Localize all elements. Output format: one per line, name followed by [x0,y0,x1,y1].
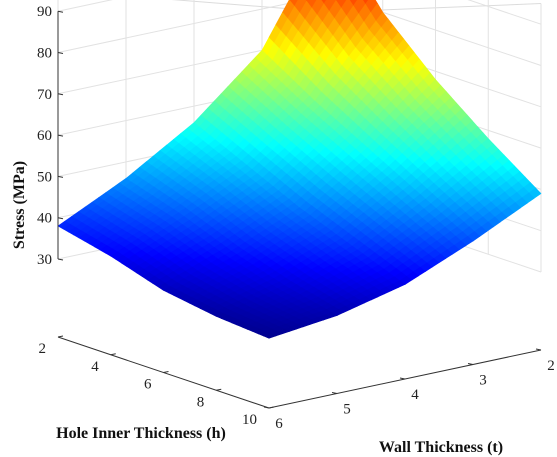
t-tick-mark [263,406,270,409]
z-tick-mark [57,175,64,178]
z-tick-label: 60 [37,128,52,144]
z-tick-mark [57,52,64,54]
z-tick-mark [57,93,64,96]
z-tick-mark [57,10,64,13]
t-tick-mark [467,363,474,365]
z-tick-mark [57,217,64,220]
h-tick-label: 4 [91,359,99,375]
h-tick-label: 6 [144,377,152,393]
x-axis-label: Hole Inner Thickness (h) [56,425,226,442]
z-tick-label: 40 [37,211,52,227]
t-tick-label: 2 [547,358,555,374]
t-tick-mark [331,392,338,394]
h-tick-label: 10 [242,412,257,428]
z-tick-label: 90 [37,4,52,20]
t-tick-label: 3 [479,373,487,389]
z-axis-label: Stress (MPa) [11,161,28,249]
z-gridline [57,0,542,25]
h-tick-label: 8 [197,394,205,410]
axis-layer: 30 40 50 60 70 80 90 2 4 6 8 10 2 3 4 5 6 [37,4,555,432]
h-tick-mark [163,371,169,373]
h-tick-mark [216,388,222,391]
y-axis-label: Wall Thickness (t) [379,439,503,456]
h-tick-mark [110,353,116,356]
z-tick-label: 70 [37,87,52,103]
z-tick-mark [57,258,64,261]
h-tick-mark [57,335,64,338]
t-tick-label: 6 [275,416,283,432]
z-gridline [57,0,542,66]
z-tick-label: 80 [37,46,52,62]
z-tick-label: 30 [37,252,52,268]
t-tick-label: 5 [343,402,351,418]
t-tick-mark [535,348,542,351]
surface-patch [262,333,277,339]
t-tick-mark [399,377,406,380]
h-tick-label: 2 [39,341,47,357]
t-tick-label: 4 [411,387,419,403]
surface-layer [57,0,542,339]
z-tick-mark [57,134,64,137]
z-tick-label: 50 [37,169,52,185]
